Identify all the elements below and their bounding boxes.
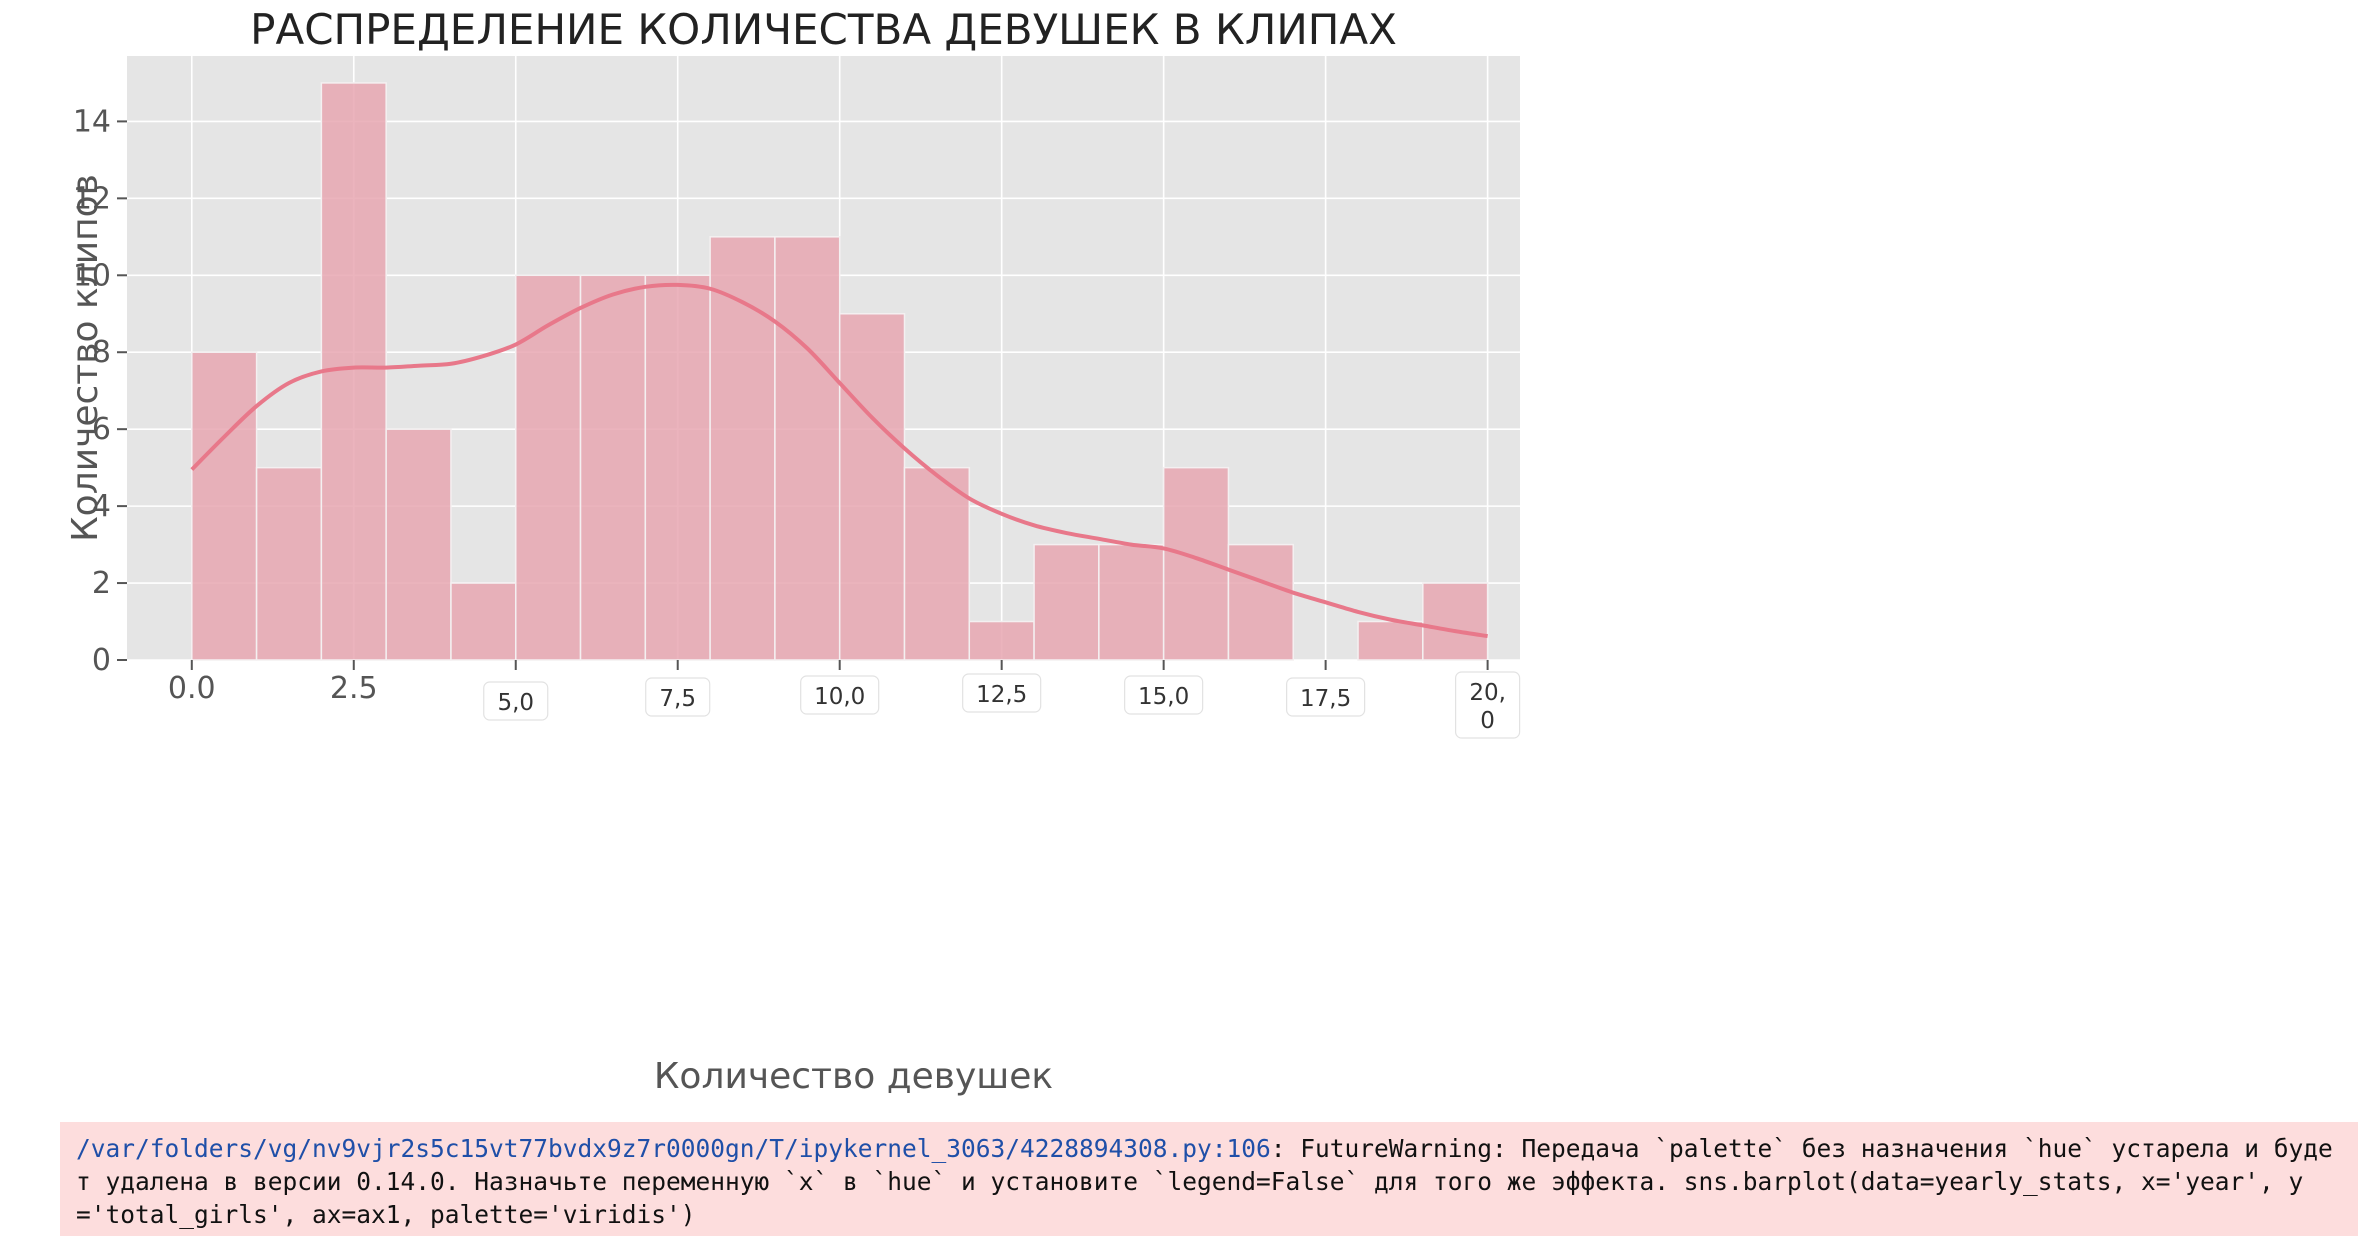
y-tick-label: 4 <box>92 489 111 524</box>
histogram-bar <box>1227 543 1294 661</box>
y-axis-label: Количество клипов <box>65 174 106 542</box>
x-tick-label: 15,0 <box>1124 675 1204 715</box>
histogram-bar <box>968 620 1035 661</box>
histogram-bar <box>774 236 841 661</box>
x-tick-label-line: 7,5 <box>659 686 696 712</box>
histogram-bar <box>838 313 906 661</box>
x-tick-badge <box>645 677 711 717</box>
y-axis-ticks: 0 2 4 6 8 10 12 14 <box>73 104 127 678</box>
histogram-bar <box>644 274 711 661</box>
histogram-bar <box>514 274 582 661</box>
histogram-chart: 0 2 4 6 8 10 12 14 0.0 2.5 5,0 7,5 10,0 12,5 15,0 17,5… <box>65 5 1521 1097</box>
x-tick-label-line: 12,5 <box>976 682 1027 708</box>
histogram-bar <box>1162 466 1230 661</box>
warning-message: : FutureWarning: Передача `palette` без … <box>76 1134 2333 1229</box>
y-tick-label: 12 <box>73 181 111 216</box>
histogram-bar <box>255 466 323 661</box>
y-tick-label: 10 <box>73 258 111 293</box>
y-tick-label: 14 <box>73 104 111 139</box>
y-tick-label: 0 <box>92 643 111 678</box>
x-axis-label: Количество девушек <box>654 1056 1053 1097</box>
x-tick-label: 17,5 <box>1286 677 1366 717</box>
x-tick-badge <box>1124 675 1204 715</box>
x-tick-label: 0.0 <box>168 671 216 706</box>
histogram-bar <box>1033 543 1100 661</box>
x-tick-label-line: 17,5 <box>1300 686 1351 712</box>
x-tick-badge <box>483 681 549 721</box>
x-tick-label: 5,0 <box>483 681 549 721</box>
x-tick-label: 20,0 <box>1455 671 1521 739</box>
histogram-bar <box>903 466 971 661</box>
x-tick-badge <box>1286 677 1366 717</box>
y-tick-label: 2 <box>92 566 111 601</box>
histogram-bar <box>1422 582 1489 661</box>
warning-source-path: /var/folders/vg/nv9vjr2s5c15vt77bvdx9z7r… <box>76 1134 1271 1163</box>
histogram-bar <box>191 351 258 661</box>
x-tick-badge <box>800 675 880 715</box>
y-tick-label: 8 <box>92 335 111 370</box>
x-tick-label-line: 20, <box>1469 680 1506 706</box>
x-tick-badge <box>1455 671 1521 739</box>
x-tick-label-line: 10,0 <box>814 684 865 710</box>
histogram-bar <box>450 582 517 661</box>
kde-curve <box>190 282 1488 639</box>
x-axis-ticks: 0.0 2.5 5,0 7,5 10,0 12,5 15,0 17,5 20,0 <box>168 660 1521 739</box>
future-warning-output: /var/folders/vg/nv9vjr2s5c15vt77bvdx9z7r… <box>60 1122 2358 1236</box>
histogram-bar <box>385 428 452 661</box>
x-tick-label: 10,0 <box>800 675 880 715</box>
chart-title: РАСПРЕДЕЛЕНИЕ КОЛИЧЕСТВА ДЕВУШЕК В КЛИПА… <box>250 5 1397 54</box>
x-tick-label: 12,5 <box>962 673 1042 713</box>
x-tick-label-line: 5,0 <box>497 690 534 716</box>
histogram-bar <box>1357 620 1424 661</box>
x-tick-label-line: 15,0 <box>1138 684 1189 710</box>
y-tick-label: 6 <box>92 412 111 447</box>
x-tick-label: 2.5 <box>330 671 378 706</box>
histogram-bar <box>579 274 647 661</box>
histogram-bar <box>709 236 776 661</box>
x-tick-label-line: 0 <box>1480 708 1495 734</box>
x-tick-label: 7,5 <box>645 677 711 717</box>
x-tick-badge <box>962 673 1042 713</box>
histogram-bar <box>1098 543 1165 661</box>
histogram-bars <box>191 82 1489 661</box>
